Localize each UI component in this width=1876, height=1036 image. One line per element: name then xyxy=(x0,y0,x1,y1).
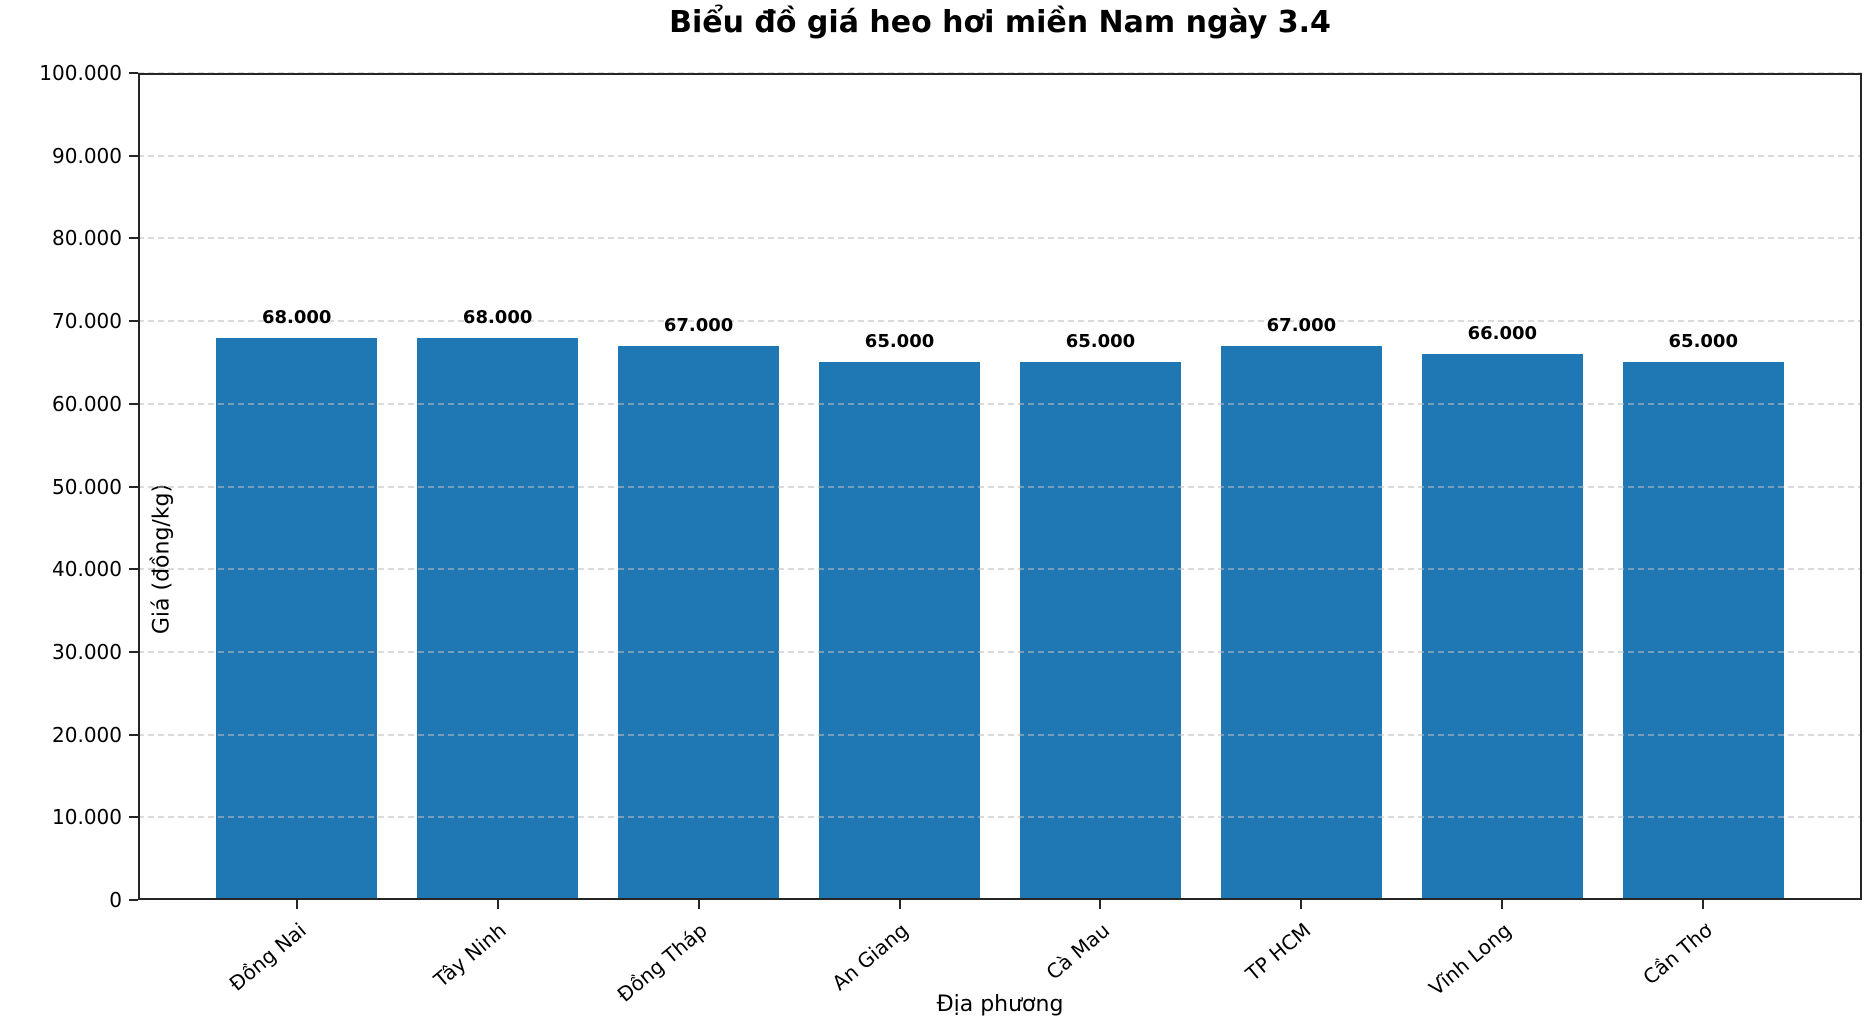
bar-value-label: 65.000 xyxy=(1065,331,1136,353)
bar-7 xyxy=(1421,354,1583,900)
y-tick-mark xyxy=(129,402,138,405)
bar-3 xyxy=(618,345,779,900)
y-tick-label: 60.000 xyxy=(52,391,122,416)
gridline xyxy=(138,650,1862,653)
x-tick-mark xyxy=(1501,900,1504,909)
gridline xyxy=(138,568,1862,571)
y-tick-mark xyxy=(129,72,138,74)
bar-8 xyxy=(1622,362,1784,900)
y-axis-label: Giá (đồng/kg) xyxy=(149,483,175,635)
y-tick-mark xyxy=(129,816,138,819)
x-axis-label: Địa phương xyxy=(936,992,1064,1017)
x-tick-mark xyxy=(1300,900,1303,909)
bar-value-label: 67.000 xyxy=(663,314,734,336)
gridline xyxy=(138,733,1862,736)
x-tick-label: Vĩnh Long xyxy=(1424,918,1516,1001)
y-tick-label: 30.000 xyxy=(52,639,122,664)
x-tick-label: Tây Ninh xyxy=(429,918,512,992)
x-tick-label: An Giang xyxy=(827,918,913,996)
gridline xyxy=(138,320,1862,323)
gridline xyxy=(138,237,1862,240)
x-tick-mark xyxy=(496,900,499,909)
y-tick-label: 20.000 xyxy=(52,722,122,747)
y-tick-mark xyxy=(129,733,138,736)
bar-5 xyxy=(1020,362,1181,900)
y-tick-mark xyxy=(129,650,138,653)
bar-value-label: 67.000 xyxy=(1266,314,1337,336)
bar-value-label: 68.000 xyxy=(462,306,533,328)
gridline xyxy=(138,485,1862,488)
bar-2 xyxy=(417,337,579,900)
y-tick-label: 40.000 xyxy=(52,557,122,582)
y-tick-label: 50.000 xyxy=(52,474,122,499)
y-tick-mark xyxy=(129,485,138,488)
y-tick-label: 0 xyxy=(109,888,122,912)
y-tick-mark xyxy=(129,154,138,157)
y-tick-mark xyxy=(129,237,138,240)
y-tick-label: 10.000 xyxy=(52,805,122,830)
x-tick-mark xyxy=(1099,900,1102,909)
y-tick-label: 100.000 xyxy=(39,61,122,85)
y-tick-label: 80.000 xyxy=(52,226,122,251)
gridline xyxy=(138,72,1862,74)
bar-6 xyxy=(1221,345,1382,900)
chart-title: Biểu đồ giá heo hơi miền Nam ngày 3.4 xyxy=(669,5,1331,40)
x-tick-label: Cần Thơ xyxy=(1638,918,1717,990)
x-tick-label: TP HCM xyxy=(1240,918,1315,986)
bar-value-label: 68.000 xyxy=(262,306,332,328)
y-tick-mark xyxy=(129,320,138,323)
x-tick-mark xyxy=(1702,900,1705,909)
bar-value-label: 66.000 xyxy=(1467,323,1538,345)
x-tick-mark xyxy=(697,900,700,909)
y-tick-label: 90.000 xyxy=(52,143,122,168)
y-tick-label: 70.000 xyxy=(52,309,122,334)
x-tick-mark xyxy=(898,900,901,909)
plot-area: Giá (đồng/kg) 0 10.000 20.000 30.000 40.000 5… xyxy=(39,61,1862,1007)
bar-value-label: 65.000 xyxy=(1668,331,1738,353)
y-tick-mark xyxy=(129,568,138,571)
gridline xyxy=(138,402,1862,405)
x-tick-mark xyxy=(295,900,298,909)
gridline xyxy=(138,154,1862,157)
gridline xyxy=(138,816,1862,819)
y-tick-mark xyxy=(129,899,138,901)
bar-value-label: 65.000 xyxy=(864,331,935,353)
x-tick-label: Cà Mau xyxy=(1041,918,1114,985)
bar-4 xyxy=(819,362,980,900)
x-tick-label: Đồng Nai xyxy=(224,918,311,996)
bar-1 xyxy=(216,337,378,900)
